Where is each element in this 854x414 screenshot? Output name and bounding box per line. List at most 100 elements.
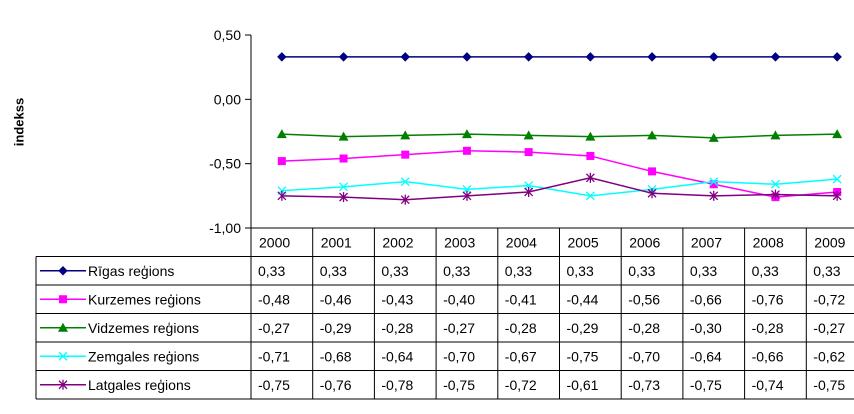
square-marker xyxy=(648,167,657,176)
triangle-marker xyxy=(770,130,781,140)
x-category-label: 2005 xyxy=(568,234,599,250)
legend-series-name: Kurzemes reģions xyxy=(88,291,201,307)
data-value-label: -0,27 xyxy=(443,320,475,336)
x-category-label: 2000 xyxy=(259,234,290,250)
diamond-marker xyxy=(338,52,349,62)
y-tick-label: -1,00 xyxy=(209,220,241,236)
star-marker xyxy=(339,192,349,203)
diamond-marker xyxy=(770,52,781,62)
data-value-label: 0,33 xyxy=(813,263,840,279)
data-value-label: 0,33 xyxy=(690,263,717,279)
data-value-label: -0,70 xyxy=(443,348,475,364)
diamond-marker xyxy=(523,52,534,62)
y-axis-label: indekss xyxy=(11,98,26,146)
diamond-marker xyxy=(832,52,842,62)
square-marker xyxy=(59,295,67,304)
data-value-label: -0,67 xyxy=(505,348,537,364)
data-value-label: -0,30 xyxy=(690,320,722,336)
data-value-label: -0,74 xyxy=(752,377,784,393)
diamond-marker xyxy=(400,52,410,62)
star-marker xyxy=(647,188,657,199)
data-value-label: -0,72 xyxy=(813,291,845,307)
x-category-label: 2002 xyxy=(382,234,413,250)
x-category-label: 2003 xyxy=(444,234,475,250)
diamond-marker xyxy=(647,52,657,62)
data-value-label: -0,41 xyxy=(505,291,537,307)
square-marker xyxy=(401,150,410,159)
data-value-label: -0,29 xyxy=(320,320,352,336)
triangle-marker xyxy=(585,131,596,141)
x-marker xyxy=(770,179,780,189)
diamond-marker xyxy=(462,52,472,62)
triangle-marker xyxy=(276,129,287,139)
y-tick-label: 0,50 xyxy=(214,27,241,43)
square-marker xyxy=(709,180,718,189)
data-value-label: -0,64 xyxy=(690,348,722,364)
x-marker xyxy=(400,177,410,187)
triangle-marker xyxy=(708,132,719,142)
star-marker xyxy=(585,172,595,183)
star-marker xyxy=(462,190,472,201)
legend-series-name: Vidzemes reģions xyxy=(88,320,199,336)
square-marker xyxy=(277,157,286,166)
x-marker xyxy=(462,184,472,194)
star-marker xyxy=(400,194,410,205)
data-value-label: 0,33 xyxy=(628,263,655,279)
data-value-label: -0,43 xyxy=(381,291,413,307)
x-marker xyxy=(339,182,349,192)
data-value-label: -0,46 xyxy=(320,291,352,307)
data-value-label: -0,28 xyxy=(752,320,784,336)
data-value-label: -0,68 xyxy=(320,348,352,364)
data-value-label: -0,27 xyxy=(258,320,290,336)
diamond-marker xyxy=(58,266,68,276)
y-tick-label: 0,00 xyxy=(214,91,241,107)
x-category-label: 2004 xyxy=(506,234,537,250)
data-value-label: -0,56 xyxy=(628,291,660,307)
data-value-label: -0,66 xyxy=(752,348,784,364)
star-marker xyxy=(58,379,68,390)
x-category-label: 2007 xyxy=(691,234,722,250)
triangle-marker xyxy=(461,129,472,139)
data-value-label: -0,28 xyxy=(381,320,413,336)
diamond-marker xyxy=(585,52,596,62)
series-line xyxy=(281,150,838,198)
data-value-label: -0,44 xyxy=(567,291,599,307)
square-marker xyxy=(462,146,471,155)
data-value-label: -0,75 xyxy=(258,377,290,393)
diamond-marker xyxy=(709,52,719,62)
data-value-label: -0,27 xyxy=(813,320,845,336)
data-value-label: -0,73 xyxy=(628,377,660,393)
x-marker xyxy=(709,177,719,187)
legend-series-name: Latgales reģions xyxy=(88,377,191,393)
series-line xyxy=(281,133,838,139)
data-value-label: -0,29 xyxy=(567,320,599,336)
data-value-label: -0,76 xyxy=(752,291,784,307)
triangle-marker xyxy=(523,130,534,140)
triangle-marker xyxy=(58,322,68,332)
legend-series-name: Zemgales reģions xyxy=(88,348,199,364)
star-marker xyxy=(770,189,780,200)
data-value-label: 0,33 xyxy=(752,263,779,279)
x-category-label: 2008 xyxy=(753,234,784,250)
square-marker xyxy=(524,148,533,157)
x-marker xyxy=(58,351,68,361)
data-value-label: 0,33 xyxy=(320,263,347,279)
data-value-label: 0,33 xyxy=(505,263,532,279)
data-value-label: 0,33 xyxy=(258,263,285,279)
legend-series-name: Rīgas reģions xyxy=(88,263,174,279)
series-line xyxy=(281,177,838,201)
triangle-marker xyxy=(832,129,843,139)
data-value-label: -0,71 xyxy=(258,348,290,364)
data-value-label: -0,75 xyxy=(690,377,722,393)
data-value-label: -0,62 xyxy=(813,348,845,364)
data-value-label: 0,33 xyxy=(381,263,408,279)
data-value-label: 0,33 xyxy=(567,263,594,279)
x-category-label: 2001 xyxy=(321,234,352,250)
triangle-marker xyxy=(338,131,349,141)
star-marker xyxy=(277,190,287,201)
star-marker xyxy=(709,190,719,201)
data-value-label: -0,75 xyxy=(443,377,475,393)
data-value-label: -0,78 xyxy=(381,377,413,393)
x-marker xyxy=(832,174,842,184)
